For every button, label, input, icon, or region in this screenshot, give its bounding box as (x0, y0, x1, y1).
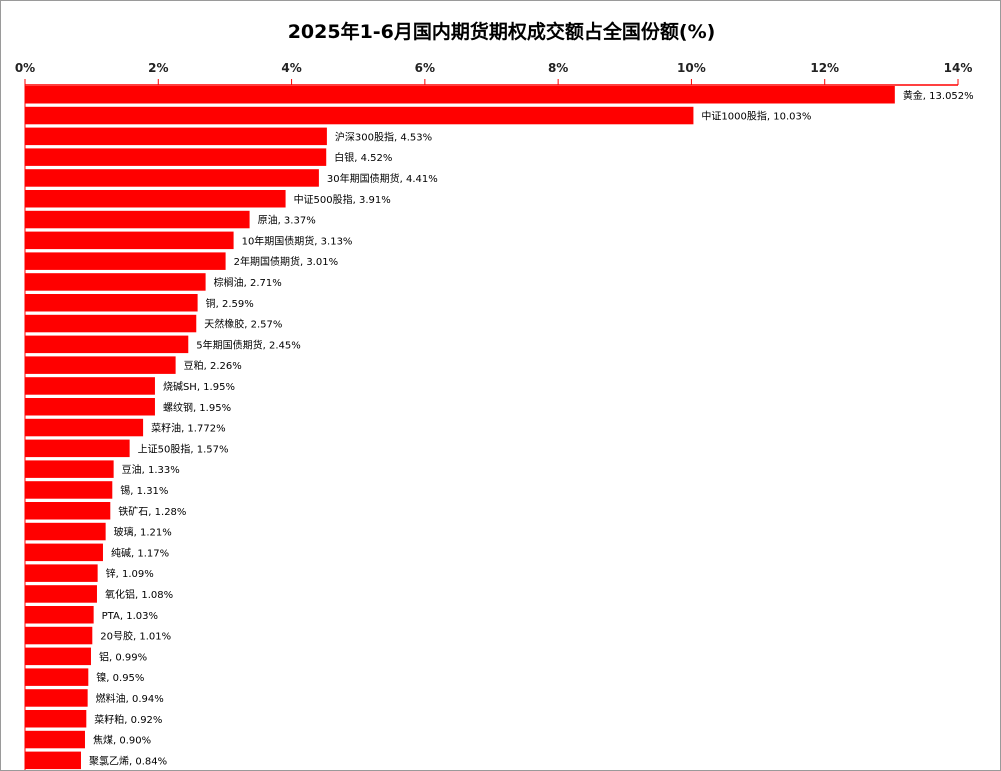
x-axis: 0% 2% 4% 6% 8% 10% 12% 14% (15, 61, 973, 770)
bar (25, 626, 93, 645)
bar (25, 398, 155, 416)
bar (25, 647, 91, 666)
bar-data-label: 白银, 4.52% (334, 151, 392, 164)
bar (25, 210, 250, 229)
bar-data-label: 烧碱SH, 1.95% (163, 380, 235, 393)
bar (25, 294, 198, 312)
bar (25, 314, 197, 333)
bar-data-label: 黄金, 13.052% (903, 89, 974, 102)
bar-data-label: 沪深300股指, 4.53% (335, 130, 432, 143)
bar-data-label: 铜, 2.59% (206, 298, 254, 310)
bar-data-label: 天然橡胶, 2.57% (204, 318, 282, 331)
bar-data-label: 铁矿石, 1.28% (118, 505, 186, 518)
x-tick-label: 6% (415, 61, 435, 75)
bar-data-label: 菜籽油, 1.772% (151, 422, 226, 435)
bar-data-label: 锡, 1.31% (120, 484, 168, 497)
bar-data-label: 中证500股指, 3.91% (294, 193, 391, 206)
bar-data-label: 原油, 3.37% (258, 214, 316, 227)
bar (25, 710, 87, 728)
bar (25, 356, 176, 374)
bar-data-label: 螺纹钢, 1.95% (163, 401, 231, 414)
bar-data-label: PTA, 1.03% (102, 611, 158, 622)
bar (25, 86, 895, 104)
bar-data-label: 燃料油, 0.94% (96, 692, 164, 705)
x-tick-label: 2% (148, 61, 168, 75)
bar (25, 169, 319, 187)
bar (25, 564, 98, 582)
bar-labels: 黄金, 13.052% 中证1000股指, 10.03% 沪深300股指, 4.53… (89, 89, 974, 768)
x-tick-label: 0% (15, 61, 35, 75)
bar (25, 689, 88, 707)
bar (25, 481, 113, 499)
bar (25, 522, 106, 541)
bar-data-label: 铝, 0.99% (99, 651, 147, 663)
bar (25, 335, 189, 354)
bar (25, 751, 81, 770)
bar (25, 377, 155, 395)
bar (25, 730, 85, 749)
bar-data-label: 棕榈油, 2.71% (214, 276, 282, 289)
x-tick-label: 14% (944, 61, 973, 75)
bar-data-label: 豆粕, 2.26% (184, 359, 242, 372)
x-tick-label: 12% (810, 61, 839, 75)
bar (25, 148, 327, 166)
bar-data-label: 焦煤, 0.90% (93, 734, 151, 747)
bar (25, 418, 144, 437)
bar-data-label: 纯碱, 1.17% (111, 546, 169, 559)
bar-data-label: 2年期国债期货, 3.01% (234, 255, 339, 268)
bar-data-label: 上证50股指, 1.57% (138, 442, 229, 455)
bar-data-label: 玻璃, 1.21% (114, 526, 172, 539)
x-tick-label: 10% (677, 61, 706, 75)
bar-data-label: 豆油, 1.33% (122, 463, 180, 476)
bar (25, 106, 694, 125)
bar (25, 439, 130, 458)
bar (25, 273, 206, 291)
bar (25, 668, 89, 686)
bar-data-label: 菜籽粕, 0.92% (94, 713, 162, 726)
bar (25, 502, 111, 520)
bar (25, 231, 234, 250)
bar (25, 585, 97, 603)
bar-data-label: 中证1000股指, 10.03% (701, 110, 811, 123)
bar-data-label: 镍, 0.95% (96, 671, 144, 684)
x-tick-label: 8% (548, 61, 568, 75)
bar (25, 190, 286, 208)
bar-data-label: 30年期国债期货, 4.41% (327, 172, 438, 185)
bar-data-label: 氧化铝, 1.08% (105, 588, 173, 601)
bar-data-label: 20号胶, 1.01% (100, 630, 171, 643)
bar (25, 252, 226, 270)
x-tick-label: 4% (281, 61, 301, 75)
bar-data-label: 锌, 1.09% (106, 567, 154, 580)
bars (25, 86, 895, 770)
bar-data-label: 聚氯乙烯, 0.84% (89, 754, 167, 767)
bar-data-label: 10年期国债期货, 3.13% (242, 234, 353, 247)
bar-data-label: 5年期国债期货, 2.45% (196, 338, 301, 351)
bar (25, 460, 114, 478)
bar (25, 127, 327, 146)
bar (25, 543, 103, 562)
chart-title: 2025年1-6月国内期货期权成交额占全国份额(%) (287, 21, 716, 43)
bar (25, 606, 94, 624)
